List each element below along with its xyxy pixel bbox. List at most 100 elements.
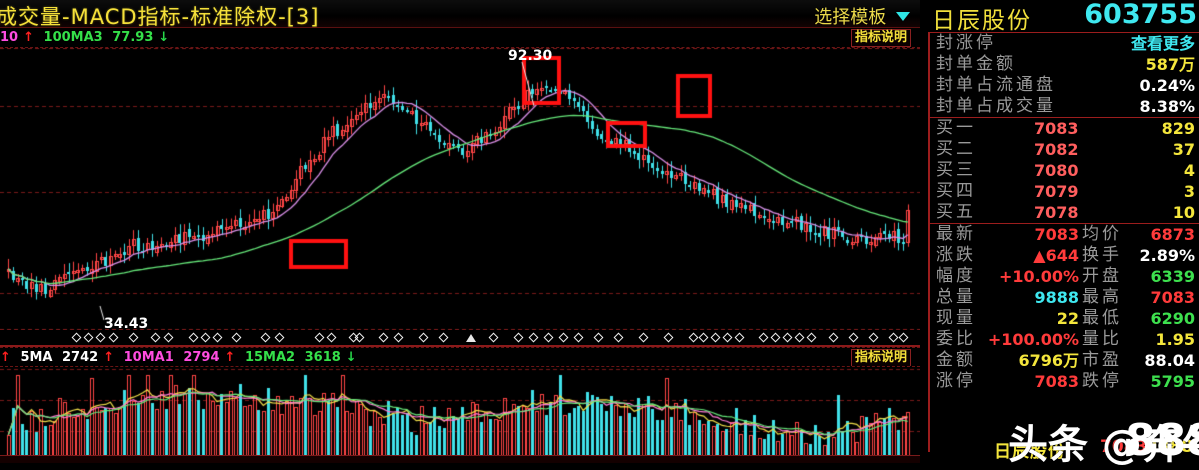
diamond-marker-icon bbox=[513, 332, 524, 343]
stat-row: 现量 22 最低 6290 bbox=[930, 308, 1199, 329]
chart-bottom-bar bbox=[0, 455, 920, 463]
row-value[interactable]: 查看更多 bbox=[1130, 34, 1195, 53]
bid-price: 7078 bbox=[1034, 203, 1079, 222]
price-chart[interactable]: 92.30 34.43 bbox=[0, 48, 920, 330]
diamond-marker-icon bbox=[212, 332, 223, 343]
vol-lead-arrow-icon: ↑ bbox=[0, 350, 11, 365]
diamond-marker-icon bbox=[418, 332, 429, 343]
diamond-marker-icon bbox=[95, 332, 106, 343]
diamond-marker-icon bbox=[354, 332, 365, 343]
stat-label-left: 金额 bbox=[936, 350, 976, 370]
diamond-marker-icon bbox=[558, 332, 569, 343]
stat-label-left: 现量 bbox=[936, 308, 976, 328]
stats-block: 最新 7083 均价 6873 涨跌 ▲644 换手 2.89% 幅度 +10.00% 开盘 6339… bbox=[930, 224, 1199, 392]
bid-row: 买一 7083 829 bbox=[930, 118, 1199, 139]
volume-indicator-legend: ↑ 5MA 2742 ↑ 10MA1 2794 ↑ 15MA2 3618 ↓ 指标说明 bbox=[0, 347, 920, 367]
vol-ma15-value: 3618 bbox=[304, 350, 341, 365]
diamond-marker-icon bbox=[274, 332, 285, 343]
bid-label: 买一 bbox=[936, 118, 976, 138]
bid-volume: 4 bbox=[1183, 161, 1195, 180]
vol-ma15-label: 15MA2 bbox=[244, 350, 296, 365]
diamond-marker-icon bbox=[710, 332, 721, 343]
event-marker-strip bbox=[0, 330, 920, 347]
bid-row: 买四 7079 3 bbox=[930, 181, 1199, 202]
diamond-marker-icon bbox=[898, 332, 909, 343]
stat-value-right: 88.04 bbox=[1144, 351, 1195, 370]
stat-row: 涨停 7083 跌停 5795 bbox=[930, 371, 1199, 392]
diamond-marker-icon bbox=[688, 332, 699, 343]
diamond-marker-icon bbox=[128, 332, 139, 343]
volume-chart[interactable] bbox=[0, 367, 920, 463]
page-title: 成交量-MACD指标-标准除权-[3] bbox=[0, 5, 320, 29]
diamond-marker-icon bbox=[758, 332, 769, 343]
footer-stock-name: 日辰股份 bbox=[994, 442, 1066, 462]
bid-volume: 10 bbox=[1172, 203, 1195, 222]
limit-up-row: 封单占成交量 8.38% bbox=[930, 96, 1199, 117]
diamond-marker-icon bbox=[188, 332, 199, 343]
stock-name: 日辰股份 bbox=[932, 8, 1032, 34]
diamond-marker-icon bbox=[663, 332, 674, 343]
bid-price: 7083 bbox=[1034, 119, 1079, 138]
bid-volume: 37 bbox=[1172, 140, 1195, 159]
divider-1 bbox=[930, 117, 1199, 118]
stat-row: 最新 7083 均价 6873 bbox=[930, 224, 1199, 245]
diamond-marker-icon bbox=[868, 332, 879, 343]
diamond-marker-icon bbox=[573, 332, 584, 343]
price-indicator-help-button[interactable]: 指标说明 bbox=[850, 29, 911, 47]
diamond-marker-icon bbox=[848, 332, 859, 343]
diamond-marker-icon bbox=[231, 332, 242, 343]
vol-ma5-arrow-icon: ↑ bbox=[103, 350, 115, 365]
diamond-marker-icon bbox=[794, 332, 805, 343]
stat-value-right: 1.95 bbox=[1155, 330, 1195, 349]
stat-value-left: +10.00% bbox=[998, 267, 1079, 286]
stat-value-right: 2.89% bbox=[1139, 246, 1195, 265]
stat-value-left: 7083 bbox=[1034, 225, 1079, 244]
ma10-value: 10 bbox=[0, 30, 19, 45]
chart-high-label: 92.30 bbox=[508, 48, 553, 64]
quote-panel: 日辰股份 603755 封涨停 查看更多 封单金额 587万 封单占流通盘 0.24% 封单… bbox=[920, 0, 1199, 463]
row-label: 封单占成交量 bbox=[936, 96, 1056, 116]
stat-label-right: 均价 bbox=[1082, 224, 1122, 244]
quote-body: 封涨停 查看更多 封单金额 587万 封单占流通盘 0.24% 封单占成交量 8.38% 买一… bbox=[928, 32, 1199, 452]
stock-code: 603755 bbox=[1084, 0, 1197, 30]
volume-indicator-help-button[interactable]: 指标说明 bbox=[850, 349, 911, 366]
stat-value-right: 6339 bbox=[1150, 267, 1195, 286]
diamond-marker-icon bbox=[438, 332, 449, 343]
diamond-marker-icon bbox=[543, 332, 554, 343]
stat-label-right: 开盘 bbox=[1082, 266, 1122, 286]
stat-value-right: 6873 bbox=[1150, 225, 1195, 244]
bid-label: 买五 bbox=[936, 202, 976, 222]
diamond-marker-icon bbox=[326, 332, 337, 343]
stat-label-right: 最低 bbox=[1082, 308, 1122, 328]
stat-label-right: 换手 bbox=[1082, 245, 1122, 265]
row-label: 封单金额 bbox=[936, 54, 1016, 74]
diamond-marker-icon bbox=[108, 332, 119, 343]
chevron-down-icon bbox=[896, 12, 910, 21]
select-template-button[interactable]: 选择模板 bbox=[814, 3, 910, 29]
stat-value-left: 6796万 bbox=[1018, 351, 1079, 370]
title-bar: 成交量-MACD指标-标准除权-[3] 选择模板 bbox=[0, 0, 920, 29]
stat-value-left: +100.00% bbox=[987, 330, 1079, 349]
diamond-marker-icon bbox=[260, 332, 271, 343]
bid-volume: 829 bbox=[1161, 119, 1195, 138]
stat-value-left: ▲644 bbox=[1033, 246, 1079, 265]
footer-volume: 9888 bbox=[1145, 437, 1193, 457]
diamond-marker-icon bbox=[163, 332, 174, 343]
ma100-value: 77.93 bbox=[112, 30, 154, 45]
bid-row: 买三 7080 4 bbox=[930, 160, 1199, 181]
quote-footer: 日辰股份 7083 9888 bbox=[928, 437, 1199, 462]
stat-label-left: 最新 bbox=[936, 224, 976, 244]
stat-value-right: 7083 bbox=[1150, 288, 1195, 307]
bid-row: 买五 7078 10 bbox=[930, 202, 1199, 223]
diamond-marker-icon bbox=[528, 332, 539, 343]
stat-value-left: 7083 bbox=[1034, 372, 1079, 391]
diamond-marker-icon bbox=[200, 332, 211, 343]
bid-price: 7080 bbox=[1034, 161, 1079, 180]
price-chart-canvas bbox=[0, 48, 920, 330]
stat-label-left: 幅度 bbox=[936, 266, 976, 286]
vol-ma10-arrow-icon: ↑ bbox=[224, 350, 236, 365]
diamond-marker-icon bbox=[393, 332, 404, 343]
row-label: 封涨停 bbox=[936, 33, 996, 53]
stat-label-right: 跌停 bbox=[1082, 371, 1122, 391]
diamond-marker-icon bbox=[71, 332, 82, 343]
